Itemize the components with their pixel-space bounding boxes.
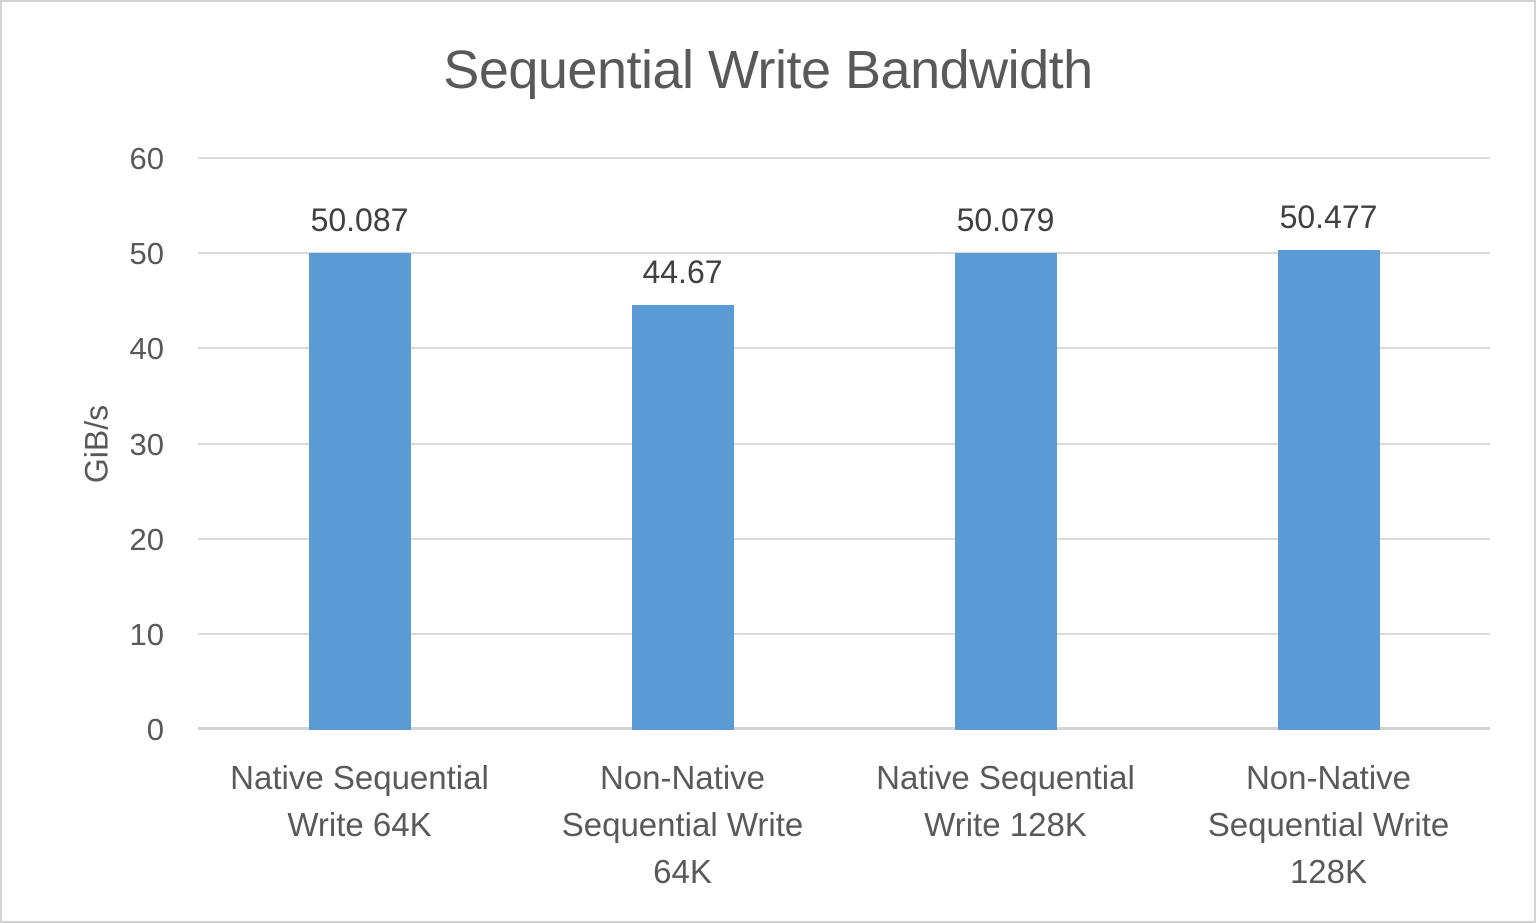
y-tick-label-30: 30	[129, 426, 164, 462]
bar-3	[1277, 249, 1380, 730]
category-label-3: Non-Native Sequential Write 128K	[1207, 759, 1450, 890]
data-label-3: 50.477	[1279, 198, 1378, 235]
gridline-40	[198, 347, 1490, 350]
category-label-1: Non-Native Sequential Write 64K	[561, 759, 804, 890]
x-axis-line	[198, 727, 1490, 730]
data-label-0: 50.087	[310, 202, 409, 239]
category-label-0: Native Sequential Write 64K	[230, 759, 489, 843]
bar-1	[631, 304, 734, 730]
y-tick-label-40: 40	[129, 331, 164, 367]
data-label-2: 50.079	[956, 202, 1055, 239]
y-tick-label-10: 10	[129, 616, 164, 652]
gridline-20	[198, 537, 1490, 540]
gridline-10	[198, 632, 1490, 635]
gridline-60	[198, 157, 1490, 159]
plot-area: 50.087 44.67 50.079 50.477	[198, 157, 1490, 730]
y-tick-label-20: 20	[129, 521, 164, 557]
bar-0	[308, 253, 411, 730]
data-label-1: 44.67	[642, 253, 723, 290]
chart-title: Sequential Write Bandwidth	[443, 40, 1093, 100]
gridline-50	[198, 252, 1490, 255]
category-label-2: Native Sequential Write 128K	[876, 759, 1135, 843]
y-tick-label-60: 60	[129, 141, 164, 176]
gridline-30	[198, 442, 1490, 445]
bar-2	[954, 253, 1057, 730]
y-tick-label-0: 0	[146, 712, 164, 747]
y-tick-label-50: 50	[129, 236, 164, 272]
